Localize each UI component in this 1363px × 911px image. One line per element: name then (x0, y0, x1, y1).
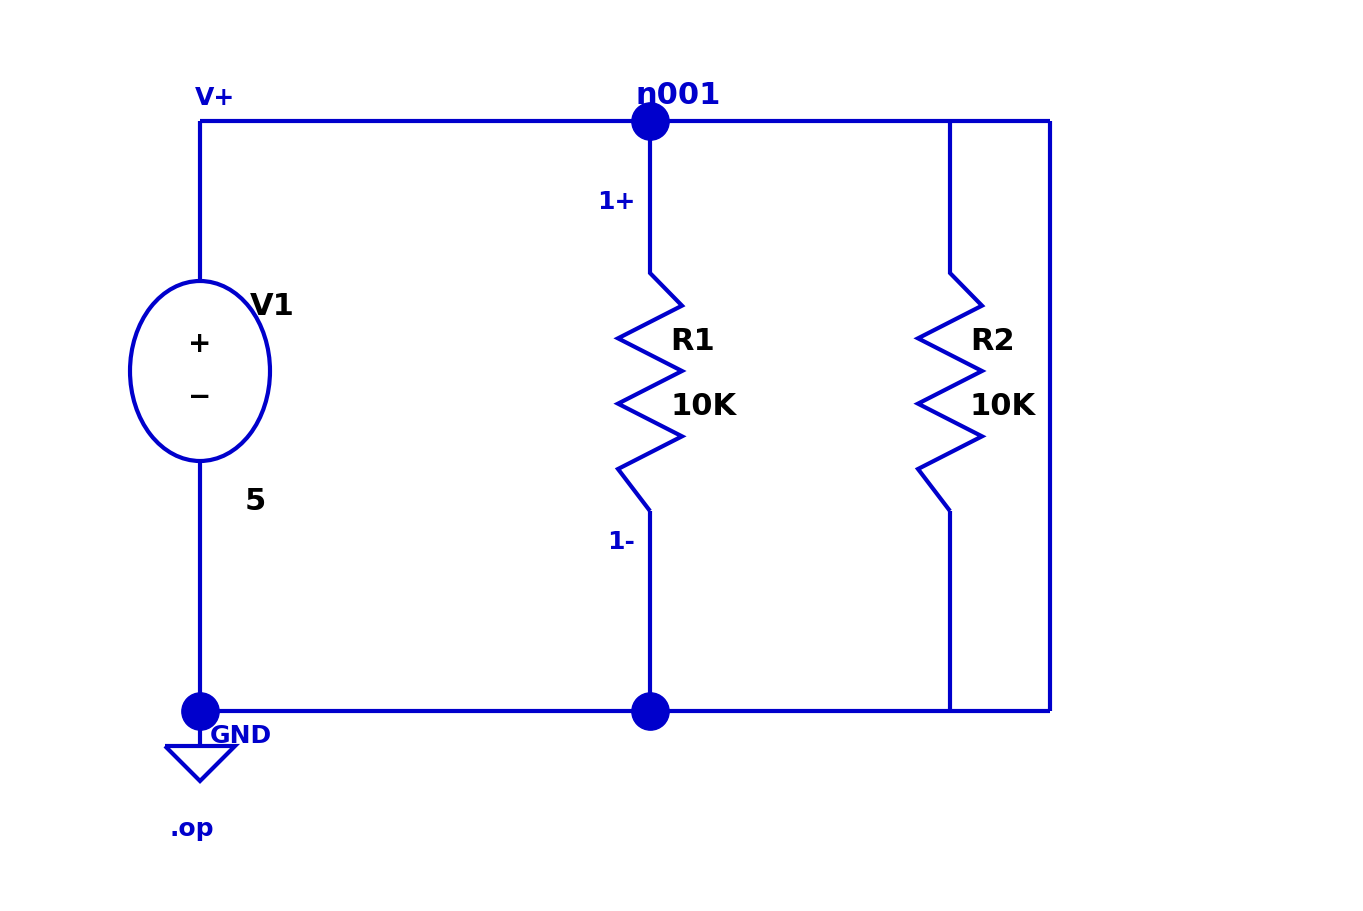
Point (639, 115, 661, 129)
Text: n001: n001 (635, 81, 721, 110)
Text: 10K: 10K (671, 392, 736, 421)
Text: R1: R1 (671, 327, 714, 356)
Text: 10K: 10K (970, 392, 1036, 421)
Text: 1-: 1- (607, 529, 635, 553)
Text: GND: GND (210, 723, 273, 747)
Text: .op: .op (170, 816, 214, 840)
Text: V1: V1 (249, 292, 294, 322)
Text: V+: V+ (195, 86, 236, 110)
Point (189, 704, 211, 719)
Text: −: − (188, 383, 211, 411)
Text: 5: 5 (245, 487, 266, 516)
Text: +: + (188, 330, 211, 358)
Text: 1+: 1+ (597, 189, 635, 214)
Text: R2: R2 (970, 327, 1014, 356)
Point (639, 704, 661, 719)
